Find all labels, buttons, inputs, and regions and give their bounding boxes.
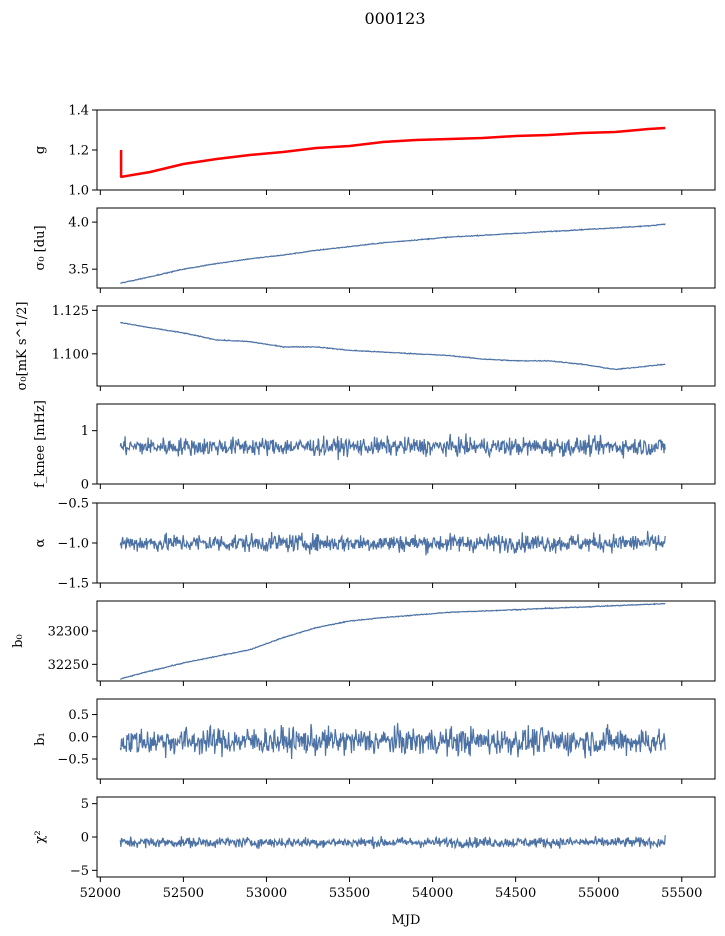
y-tick-label: 0 xyxy=(81,831,89,846)
x-axis-label: MJD xyxy=(392,913,421,928)
y-tick-label: 1.2 xyxy=(68,144,89,159)
x-tick-label: 54000 xyxy=(412,886,453,901)
y-axis-label: f_knee [mHz] xyxy=(33,400,48,488)
y-tick-label: 32300 xyxy=(48,625,89,640)
y-tick-label: 1.125 xyxy=(52,304,89,319)
axes-frame xyxy=(96,109,716,191)
y-tick-label: 32250 xyxy=(48,658,89,673)
panel-4: 0 1 f_knee [mHz] xyxy=(33,400,716,493)
y-tick-label: 1 xyxy=(81,424,89,439)
y-tick-label: 0 xyxy=(81,478,89,493)
panel-2: 3.5 4.0 σ₀ [du] xyxy=(33,207,716,293)
y-tick-label: −0.5 xyxy=(57,497,89,512)
x-tick-label: 55500 xyxy=(661,886,702,901)
y-tick-label: 4.0 xyxy=(68,216,89,231)
figure-title: 000123 xyxy=(364,9,425,28)
x-tick-label: 52500 xyxy=(163,886,204,901)
series-line xyxy=(119,530,666,556)
y-axis-label: σ₀[mK s^1/2] xyxy=(15,302,30,391)
axes-frame xyxy=(96,796,716,878)
y-axis-label: b₁ xyxy=(33,732,48,746)
y-tick-label: 0.0 xyxy=(68,730,89,745)
panel-5: −1.5 −1.0 −0.5 α xyxy=(33,497,716,592)
series-line xyxy=(119,722,666,760)
series-line xyxy=(119,433,666,461)
fit-line xyxy=(120,126,666,179)
y-tick-label: 3.5 xyxy=(68,263,89,278)
panel-8: −5 0 5 χ² 52000 52500 53000 53500 54000 54500 5500… xyxy=(33,796,716,901)
x-tick-label: 52000 xyxy=(80,886,121,901)
y-axis-label: χ² xyxy=(33,830,48,843)
series-line xyxy=(120,223,666,284)
y-tick-label: −5 xyxy=(70,864,89,879)
y-axis-label: σ₀ [du] xyxy=(33,225,48,270)
y-tick-label: 0.5 xyxy=(68,708,89,723)
panels: 1.0 1.2 1.4 g 3.5 4.0 σ₀ [du] 1.100 1.125 σ₀[mK s… xyxy=(11,104,716,901)
panel-6: 32250 32300 b₀ xyxy=(11,600,716,686)
y-axis-label: α xyxy=(33,538,48,547)
axes-frame xyxy=(96,600,716,682)
y-tick-label: −1.5 xyxy=(57,577,89,592)
y-axis-label: g xyxy=(33,146,48,154)
series-line xyxy=(119,835,666,850)
series-line xyxy=(120,127,666,178)
panel-1: 1.0 1.2 1.4 g xyxy=(33,104,716,199)
x-tick-label: 53500 xyxy=(329,886,370,901)
series-line xyxy=(120,321,666,371)
panel-3: 1.100 1.125 σ₀[mK s^1/2] xyxy=(15,302,716,391)
y-axis-label: b₀ xyxy=(11,634,26,648)
y-tick-label: −1.0 xyxy=(57,537,89,552)
axes-frame xyxy=(96,207,716,289)
y-tick-label: 1.4 xyxy=(68,104,89,119)
y-tick-label: −0.5 xyxy=(57,753,89,768)
axes-frame xyxy=(96,305,716,387)
y-tick-label: 1.0 xyxy=(68,184,89,199)
x-tick-label: 55000 xyxy=(578,886,619,901)
series-line xyxy=(120,602,666,680)
x-tick-label: 53000 xyxy=(246,886,287,901)
panel-7: −0.5 0.0 0.5 b₁ xyxy=(33,698,716,784)
y-tick-label: 1.100 xyxy=(52,347,89,362)
axes-frame xyxy=(96,403,716,485)
y-tick-label: 5 xyxy=(81,797,89,812)
x-tick-label: 54500 xyxy=(495,886,536,901)
axes-frame xyxy=(96,698,716,780)
